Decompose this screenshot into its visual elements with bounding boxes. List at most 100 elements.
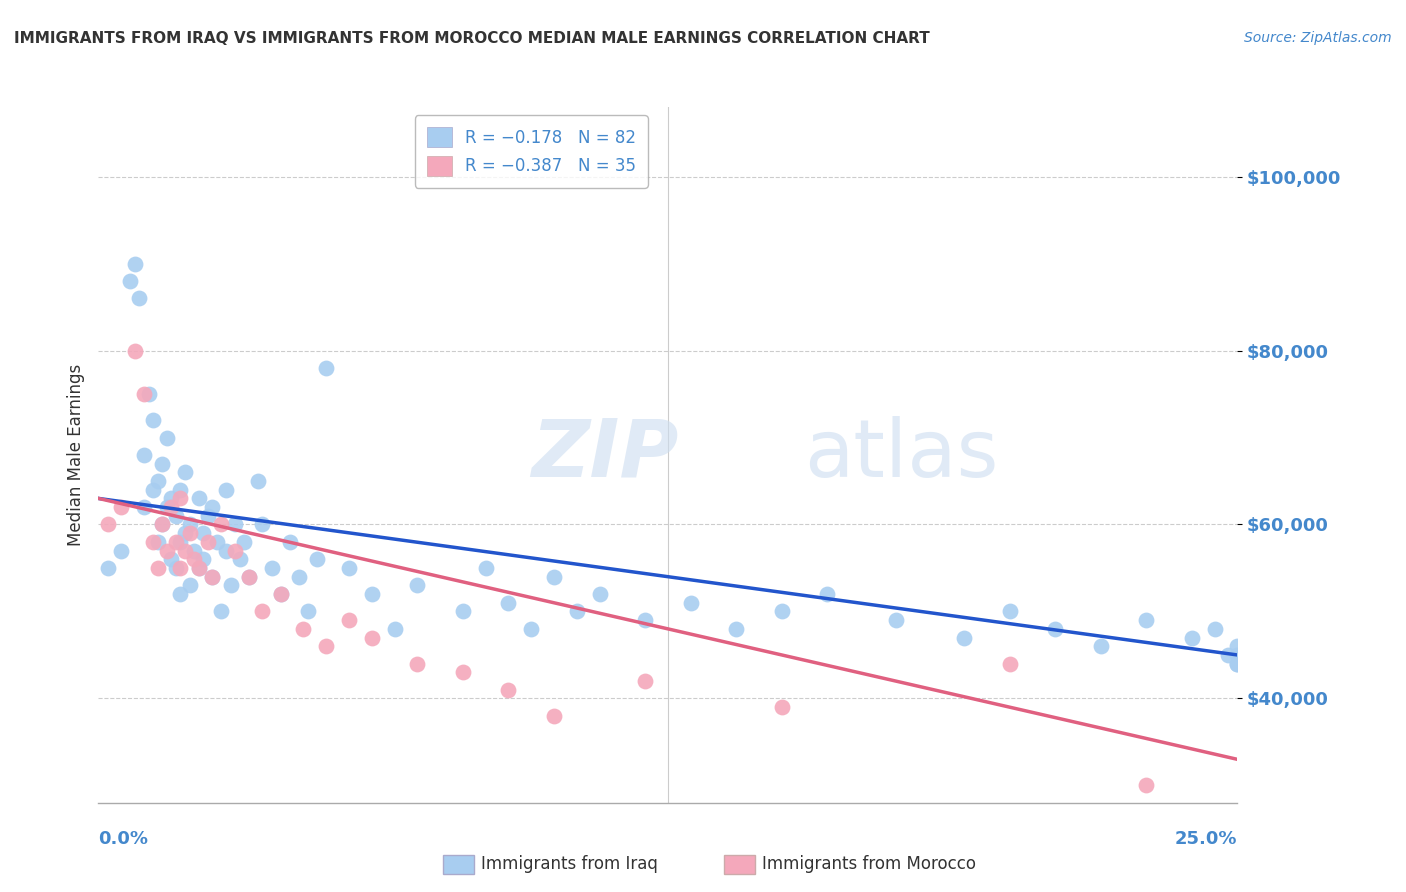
Point: [179, 517, 201, 532]
Point: [252, 517, 274, 532]
Point: [165, 508, 187, 523]
Point: [238, 570, 260, 584]
Point: [197, 508, 219, 523]
Point: [337, 613, 360, 627]
Text: IMMIGRANTS FROM IRAQ VS IMMIGRANTS FROM MOROCCO MEDIAN MALE EARNINGS CORRELATION: IMMIGRANTS FROM IRAQ VS IMMIGRANTS FROM …: [14, 31, 929, 46]
Point: [1135, 778, 1157, 793]
Point: [451, 665, 474, 680]
Text: ZIP: ZIP: [531, 416, 679, 494]
Point: [1218, 648, 1240, 662]
Point: [360, 587, 382, 601]
Point: [146, 561, 169, 575]
Text: Source: ZipAtlas.com: Source: ZipAtlas.com: [1244, 31, 1392, 45]
Point: [215, 543, 238, 558]
Point: [815, 587, 838, 601]
Point: [160, 491, 183, 506]
Point: [187, 491, 209, 506]
Point: [1226, 657, 1249, 671]
Point: [679, 596, 702, 610]
Legend: R = −0.178   N = 82, R = −0.387   N = 35: R = −0.178 N = 82, R = −0.387 N = 35: [415, 115, 648, 187]
Point: [260, 561, 283, 575]
Point: [297, 605, 319, 619]
Point: [1226, 639, 1249, 653]
Text: Immigrants from Iraq: Immigrants from Iraq: [481, 855, 658, 873]
Point: [156, 500, 179, 514]
Point: [224, 517, 246, 532]
Point: [160, 552, 183, 566]
Point: [120, 274, 142, 288]
Point: [884, 613, 907, 627]
Point: [193, 552, 215, 566]
Point: [770, 700, 793, 714]
Point: [169, 561, 191, 575]
Point: [1204, 622, 1226, 636]
Point: [187, 561, 209, 575]
Point: [156, 431, 179, 445]
Point: [270, 587, 292, 601]
Point: [270, 587, 292, 601]
Point: [224, 543, 246, 558]
Point: [132, 448, 155, 462]
Text: Immigrants from Morocco: Immigrants from Morocco: [762, 855, 976, 873]
Point: [160, 500, 183, 514]
Point: [183, 543, 205, 558]
Point: [150, 517, 173, 532]
Point: [219, 578, 242, 592]
Point: [498, 596, 520, 610]
Point: [187, 561, 209, 575]
Point: [124, 257, 146, 271]
Point: [588, 587, 610, 601]
Point: [156, 543, 179, 558]
Y-axis label: Median Male Earnings: Median Male Earnings: [66, 364, 84, 546]
Point: [406, 578, 429, 592]
Point: [360, 631, 382, 645]
Point: [565, 605, 588, 619]
Point: [307, 552, 329, 566]
Point: [228, 552, 250, 566]
Point: [165, 534, 187, 549]
Point: [174, 466, 197, 480]
Point: [128, 291, 150, 305]
Text: atlas: atlas: [804, 416, 998, 494]
Point: [215, 483, 238, 497]
Point: [998, 657, 1021, 671]
Point: [201, 570, 224, 584]
Point: [124, 343, 146, 358]
Point: [132, 500, 155, 514]
Point: [110, 500, 132, 514]
Text: 25.0%: 25.0%: [1175, 830, 1237, 847]
Point: [96, 561, 118, 575]
Point: [138, 387, 160, 401]
Point: [406, 657, 429, 671]
Point: [142, 534, 165, 549]
Point: [205, 534, 228, 549]
Point: [193, 526, 215, 541]
Point: [150, 457, 173, 471]
Point: [953, 631, 976, 645]
Point: [174, 543, 197, 558]
Text: 0.0%: 0.0%: [98, 830, 149, 847]
Point: [201, 570, 224, 584]
Point: [543, 708, 565, 723]
Point: [278, 534, 301, 549]
Point: [96, 517, 118, 532]
Point: [146, 474, 169, 488]
Point: [246, 474, 269, 488]
Point: [292, 622, 315, 636]
Point: [165, 561, 187, 575]
Point: [1226, 657, 1249, 671]
Point: [1181, 631, 1204, 645]
Point: [142, 413, 165, 427]
Point: [197, 534, 219, 549]
Point: [110, 543, 132, 558]
Point: [169, 534, 191, 549]
Point: [1090, 639, 1112, 653]
Point: [169, 483, 191, 497]
Point: [337, 561, 360, 575]
Point: [498, 682, 520, 697]
Point: [150, 517, 173, 532]
Point: [169, 491, 191, 506]
Point: [209, 605, 232, 619]
Point: [179, 526, 201, 541]
Point: [238, 570, 260, 584]
